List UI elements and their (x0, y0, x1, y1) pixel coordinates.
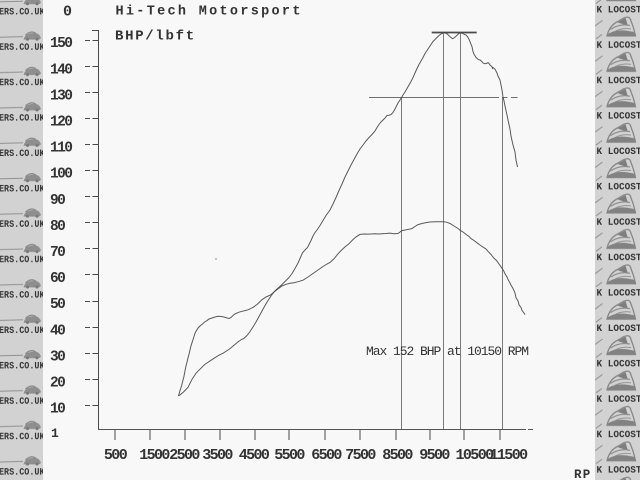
svg-text:140: 140 (50, 62, 72, 78)
svg-text:110: 110 (50, 141, 72, 157)
svg-text:8500: 8500 (382, 447, 413, 464)
svg-text:20: 20 (50, 376, 65, 392)
svg-text:11500: 11500 (489, 447, 528, 464)
svg-text:4500: 4500 (239, 447, 270, 464)
svg-text:70: 70 (50, 245, 65, 261)
svg-text:6500: 6500 (311, 447, 342, 464)
svg-text:130: 130 (50, 88, 72, 104)
svg-text:30: 30 (50, 349, 65, 365)
svg-text:10: 10 (50, 402, 65, 418)
svg-text:40: 40 (50, 323, 65, 339)
svg-text:Hi-Tech Motorsport: Hi-Tech Motorsport (116, 5, 303, 20)
svg-text:150: 150 (50, 36, 72, 52)
svg-text:BHP/lbft: BHP/lbft (115, 29, 196, 45)
svg-text:7500: 7500 (345, 447, 376, 464)
svg-text:100: 100 (50, 167, 72, 183)
svg-text:80: 80 (50, 219, 65, 235)
svg-text:9500: 9500 (419, 447, 450, 464)
svg-text:1: 1 (51, 426, 59, 441)
svg-text:50: 50 (50, 297, 65, 313)
svg-text:500: 500 (104, 447, 128, 464)
svg-text:3500: 3500 (202, 447, 233, 464)
svg-text:2500: 2500 (169, 447, 200, 464)
svg-text:120: 120 (50, 115, 72, 131)
svg-text:60: 60 (50, 271, 65, 287)
svg-text:1500: 1500 (139, 447, 170, 464)
svg-text:90: 90 (50, 193, 65, 209)
svg-text:10500: 10500 (455, 447, 494, 464)
svg-text:Max 152 BHP at 10150 RPM: Max 152 BHP at 10150 RPM (366, 344, 528, 359)
svg-text:RP: RP (574, 468, 592, 480)
svg-text:5500: 5500 (274, 447, 305, 464)
svg-text:0: 0 (63, 4, 72, 21)
